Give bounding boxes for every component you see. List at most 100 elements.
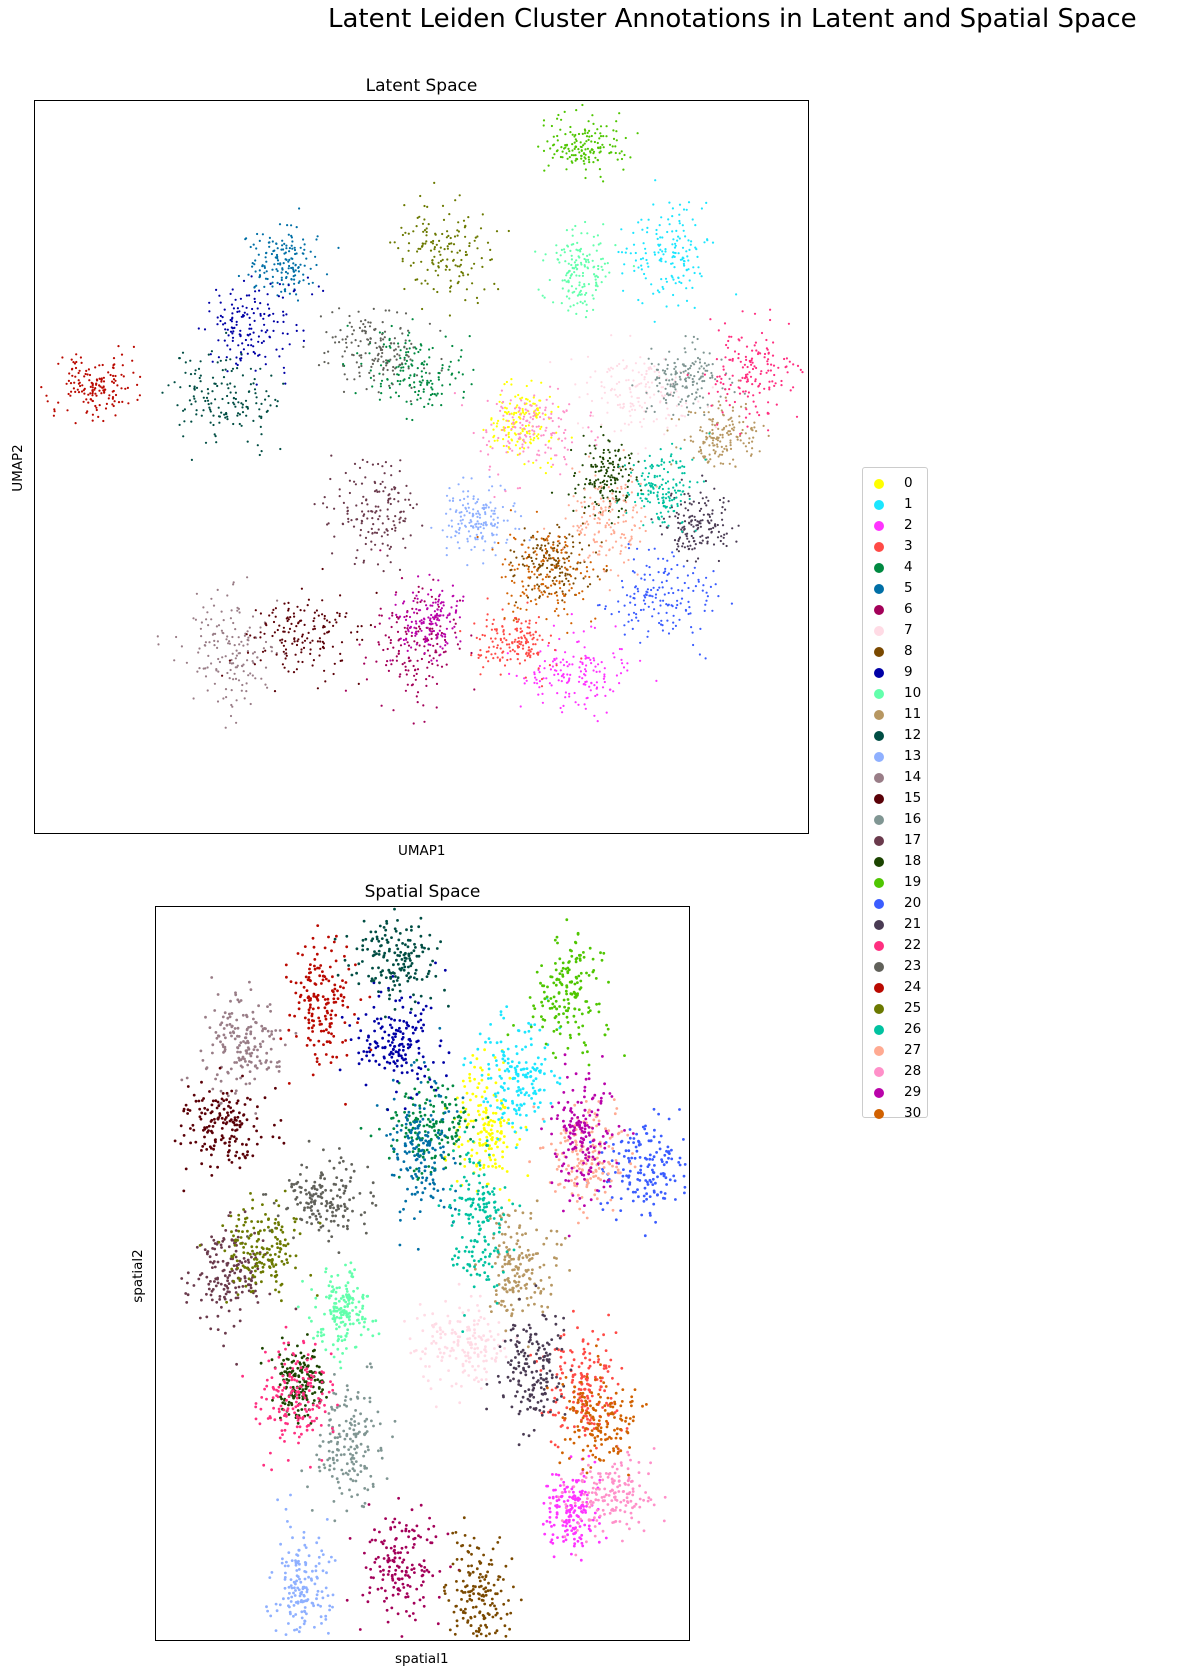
point-cluster-1 — [684, 235, 687, 238]
point-cluster-9 — [223, 339, 226, 342]
point-cluster-10 — [578, 291, 581, 294]
point-cluster-14 — [230, 689, 233, 692]
point-cluster-4 — [389, 346, 392, 349]
point-cluster-16 — [692, 402, 695, 405]
point-cluster-21 — [685, 535, 688, 538]
point-cluster-8 — [553, 576, 556, 580]
point-cluster-5 — [267, 241, 270, 244]
point-cluster-29 — [439, 653, 442, 656]
point-cluster-1 — [682, 262, 686, 265]
point-cluster-25 — [448, 242, 451, 245]
point-cluster-17 — [387, 499, 390, 502]
point-cluster-13 — [473, 545, 476, 549]
point-cluster-14 — [233, 644, 236, 647]
point-cluster-10 — [563, 248, 566, 251]
point-cluster-11 — [721, 436, 724, 439]
point-cluster-25 — [442, 218, 446, 221]
point-cluster-10 — [561, 287, 564, 290]
cluster-4-points — [342, 318, 475, 422]
point-cluster-23 — [351, 333, 354, 336]
point-cluster-10 — [565, 274, 568, 277]
point-cluster-10 — [586, 254, 589, 257]
point-cluster-24 — [91, 394, 94, 397]
point-cluster-10 — [583, 265, 587, 268]
point-cluster-14 — [228, 640, 231, 643]
point-cluster-20 — [670, 604, 673, 607]
point-cluster-25 — [460, 258, 463, 262]
point-cluster-9 — [247, 344, 250, 347]
point-cluster-10 — [588, 253, 591, 256]
point-cluster-1 — [690, 240, 693, 243]
point-cluster-29 — [436, 603, 440, 606]
point-cluster-19 — [563, 147, 566, 150]
point-cluster-28 — [535, 425, 538, 428]
point-cluster-28 — [549, 385, 552, 388]
point-cluster-25 — [468, 242, 471, 245]
point-cluster-20 — [627, 620, 630, 623]
point-cluster-2 — [579, 660, 582, 663]
point-cluster-19 — [572, 154, 576, 157]
point-cluster-4 — [423, 360, 426, 363]
point-cluster-22 — [765, 338, 768, 342]
point-cluster-23 — [398, 354, 401, 357]
point-cluster-18 — [640, 489, 643, 492]
point-cluster-14 — [216, 700, 220, 703]
point-cluster-30 — [533, 587, 536, 590]
point-cluster-25 — [471, 282, 474, 285]
point-cluster-9 — [239, 359, 242, 362]
point-cluster-27 — [607, 486, 610, 489]
point-cluster-2 — [568, 677, 571, 680]
point-cluster-21 — [722, 496, 725, 500]
point-cluster-0 — [533, 436, 536, 440]
point-cluster-26 — [650, 467, 653, 470]
point-cluster-27 — [640, 506, 643, 510]
point-cluster-9 — [250, 344, 253, 347]
point-cluster-17 — [371, 463, 374, 466]
point-cluster-8 — [528, 555, 531, 558]
point-cluster-5 — [276, 247, 279, 250]
point-cluster-10 — [585, 260, 588, 263]
point-cluster-30 — [566, 613, 569, 616]
point-cluster-25 — [476, 235, 479, 238]
point-cluster-11 — [728, 462, 731, 465]
point-cluster-12 — [234, 397, 237, 401]
point-cluster-28 — [527, 446, 530, 449]
point-cluster-13 — [459, 519, 462, 522]
point-cluster-20 — [690, 626, 693, 629]
point-cluster-1 — [658, 291, 661, 294]
point-cluster-12 — [252, 382, 255, 385]
point-cluster-22 — [710, 404, 713, 407]
point-cluster-20 — [644, 602, 647, 605]
point-cluster-22 — [722, 382, 725, 386]
point-cluster-1 — [659, 248, 662, 251]
point-cluster-2 — [541, 701, 544, 704]
point-cluster-21 — [692, 525, 695, 528]
point-cluster-25 — [437, 261, 440, 264]
point-cluster-3 — [459, 630, 462, 633]
point-cluster-26 — [653, 484, 657, 487]
point-cluster-13 — [488, 475, 491, 478]
point-cluster-21 — [660, 533, 664, 536]
point-cluster-27 — [599, 486, 602, 489]
point-cluster-3 — [491, 640, 494, 643]
point-cluster-17 — [371, 510, 374, 513]
point-cluster-3 — [529, 634, 532, 637]
point-cluster-7 — [625, 379, 628, 382]
point-cluster-29 — [429, 643, 432, 647]
point-cluster-26 — [642, 524, 645, 527]
point-cluster-27 — [571, 467, 574, 470]
point-cluster-24 — [79, 384, 82, 388]
point-cluster-12 — [270, 374, 273, 377]
point-cluster-5 — [265, 260, 268, 263]
point-cluster-21 — [670, 492, 673, 495]
point-cluster-19 — [575, 109, 578, 112]
point-cluster-4 — [461, 373, 464, 376]
point-cluster-17 — [384, 461, 387, 464]
point-cluster-20 — [651, 615, 654, 618]
point-cluster-10 — [574, 224, 577, 228]
point-cluster-24 — [89, 385, 92, 388]
point-cluster-6 — [397, 639, 400, 642]
point-cluster-12 — [226, 415, 229, 418]
point-cluster-3 — [475, 636, 478, 640]
point-cluster-9 — [268, 336, 272, 339]
